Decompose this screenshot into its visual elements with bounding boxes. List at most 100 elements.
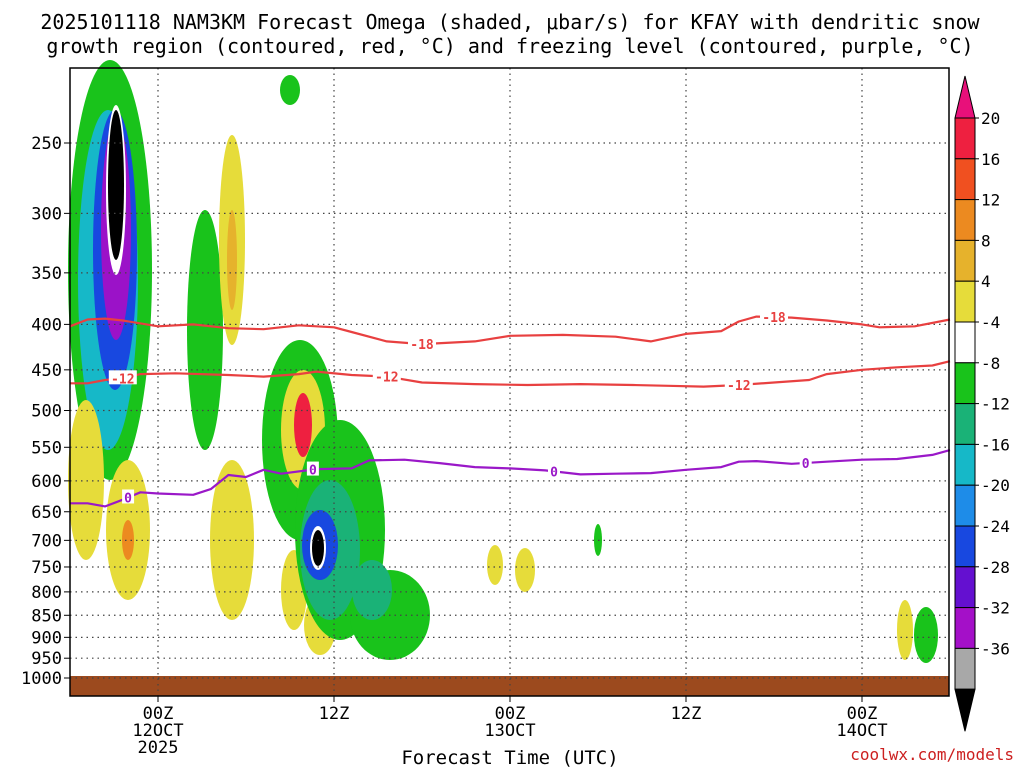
omega-area-teal — [352, 560, 392, 620]
omega-area-green — [914, 607, 938, 663]
x-tick-label: 13OCT — [484, 721, 535, 741]
colorbar-bin — [954, 566, 976, 609]
omega-area-green — [280, 75, 300, 105]
dgz-minus12-label: -12 — [111, 372, 134, 387]
dgz-minus12-label-bg — [724, 376, 753, 391]
y-tick-label: 350 — [31, 264, 62, 284]
colorbar-label: 12 — [981, 191, 1000, 210]
y-tick-label: 250 — [31, 134, 62, 154]
dgz-minus12-label: -12 — [727, 379, 750, 394]
freezing-level-label: 0 — [309, 464, 317, 479]
freezing-level-label-bg — [548, 463, 560, 478]
x-tick-label: 12Z — [319, 704, 350, 724]
colorbar-bin — [954, 484, 976, 527]
x-tick-label: 14OCT — [836, 721, 887, 741]
grid — [70, 68, 949, 696]
y-tick-label: 650 — [31, 503, 62, 523]
dgz-minus18-label-bg — [760, 309, 788, 324]
colorbar-bin — [954, 525, 976, 568]
dgz-minus12-label-bg — [108, 370, 137, 385]
colorbar-label: -20 — [981, 476, 1010, 495]
omega-area-orange — [122, 520, 134, 560]
omega-area-orange — [227, 210, 237, 310]
y-tick-label: 800 — [31, 583, 62, 603]
colorbar-label: -24 — [981, 517, 1010, 536]
x-tick-label: 00Z — [495, 704, 526, 724]
dgz-minus18-label-bg — [408, 336, 436, 351]
omega-area-green — [187, 210, 223, 450]
colorbar-label: -12 — [981, 395, 1010, 414]
freezing-level-label-bg — [122, 489, 135, 504]
omega-shading — [68, 60, 938, 663]
dgz-minus18-label: -18 — [410, 338, 434, 353]
dgz-minus18-line — [69, 315, 951, 346]
y-tick-label: 850 — [31, 606, 62, 626]
y-tick-label: 450 — [31, 361, 62, 381]
y-tick-label: 400 — [31, 315, 62, 335]
x-tick-label: 00Z — [143, 704, 174, 724]
colorbar-bin — [954, 158, 976, 201]
colorbar-label: 20 — [981, 109, 1000, 128]
y-tick-label: 300 — [31, 204, 62, 224]
freezing-level-line — [70, 449, 951, 508]
dgz-minus12-label: -12 — [375, 371, 398, 386]
omega-area-yellow — [897, 600, 913, 660]
dgz-minus18-label: -18 — [762, 311, 786, 326]
y-tick-label: 600 — [31, 472, 62, 492]
colorbar-bin — [954, 362, 976, 405]
colorbar-label: -16 — [981, 435, 1010, 454]
dgz-minus12-line — [70, 360, 951, 388]
freezing-level-label: 0 — [550, 465, 558, 480]
freezing-level-label: 0 — [124, 491, 132, 506]
freezing-level-label-bg — [306, 461, 319, 476]
omega-area-yellow — [487, 545, 503, 585]
chart-title-line-2: growth region (contoured, red, °C) and f… — [46, 34, 973, 58]
omega-area-yellow — [210, 460, 254, 620]
x-axis-title: Forecast Time (UTC) — [401, 747, 618, 768]
chart-title-line-1: 2025101118 NAM3KM Forecast Omega (shaded… — [40, 10, 980, 34]
x-tick-label: 2025 — [138, 738, 179, 758]
colorbar-bin — [954, 199, 976, 241]
freezing-level-label: 0 — [802, 457, 810, 472]
colorbar-bin — [954, 647, 976, 690]
colorbar-label: -32 — [981, 599, 1010, 618]
colorbar-bin — [954, 443, 976, 486]
colorbar-label: -8 — [981, 354, 1000, 373]
colorbar-label: -36 — [981, 639, 1010, 658]
colorbar-bin — [954, 117, 976, 160]
y-tick-label: 900 — [31, 628, 62, 648]
colorbar-label: 8 — [981, 231, 991, 250]
colorbar-bin — [954, 239, 976, 282]
colorbar-bin — [954, 321, 976, 364]
dgz-minus12-label-bg — [372, 368, 401, 383]
colorbar-label: 4 — [981, 272, 991, 291]
credit-text: coolwx.com/models — [850, 745, 1014, 764]
omega-area-yellow — [68, 400, 104, 560]
colorbar-over-arrow — [954, 75, 976, 119]
y-tick-label: 550 — [31, 438, 62, 458]
colorbar-bin — [954, 280, 976, 323]
y-tick-label: 1000 — [21, 669, 62, 689]
colorbar-under-arrow — [954, 688, 976, 732]
omega-area-red — [294, 393, 312, 457]
ground-terrain — [70, 676, 949, 696]
y-tick-label: 500 — [31, 402, 62, 422]
y-tick-label: 950 — [31, 649, 62, 669]
contour-labels: -18 -18 -12 -12 -12 0 0 0 0 — [108, 309, 812, 506]
contour-lines — [69, 315, 951, 508]
y-tick-label: 700 — [31, 531, 62, 551]
colorbar-label: -4 — [981, 313, 1000, 332]
colorbar-bin — [954, 403, 976, 445]
omega-area-black — [312, 530, 324, 566]
x-tick-label: 12OCT — [132, 721, 183, 741]
x-tick-label: 00Z — [847, 704, 878, 724]
omega-area-black — [108, 110, 124, 260]
freezing-level-label-bg — [799, 454, 812, 469]
omega-area-yellow — [515, 548, 535, 592]
colorbar-label: -28 — [981, 558, 1010, 577]
x-tick-label: 12Z — [671, 704, 702, 724]
colorbar-label: 16 — [981, 150, 1000, 169]
y-axis: 2503003504004505005506006507007508008509… — [21, 134, 70, 689]
